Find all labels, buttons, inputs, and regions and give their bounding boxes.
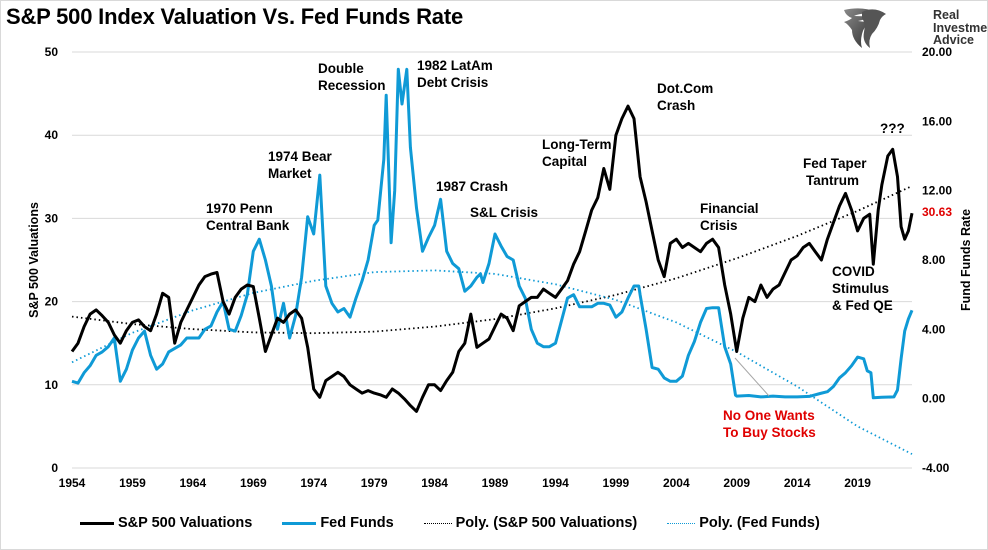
annotation-text: Dot.Com [657, 81, 713, 96]
y-tick-label: 50 [45, 45, 59, 59]
x-tick-label: 2009 [723, 476, 750, 490]
x-tick-label: 2019 [844, 476, 871, 490]
legend-swatch-dotted-blue [667, 522, 696, 524]
y2-tick-label: 0.00 [922, 392, 946, 406]
x-tick-label: 1964 [180, 476, 207, 490]
annotation-text: 1970 Penn [206, 201, 273, 216]
annotation-text: Financial [700, 201, 759, 216]
y2-tick-label: -4.00 [922, 461, 950, 475]
legend-swatch-solid-blue [282, 521, 317, 525]
annotation-text: 1974 Bear [268, 149, 333, 164]
eagle-icon [844, 8, 886, 48]
right-axis-ticks: -4.00 0.00 4.00 8.00 12.00 16.00 20.00 [922, 45, 952, 475]
series-poly-s-p-500-valuations [71, 185, 913, 335]
x-axis-ticks: 1954 1959 1964 1969 1974 1979 1984 1989 1994 1999… [59, 476, 872, 490]
annotation-text: Recession [318, 78, 386, 93]
brand-logo: Real Investment Advice [840, 4, 988, 50]
x-tick-label: 1999 [603, 476, 630, 490]
x-tick-label: 1954 [59, 476, 86, 490]
legend-item-poly-sp500[interactable]: Poly. (S&P 500 Valuations) [423, 515, 638, 531]
annotation-taper-tantrum: Fed Taper Tantrum [803, 156, 867, 188]
legend: S&P 500 Valuations Fed Funds Poly. (S&P … [80, 513, 850, 533]
x-tick-label: 1974 [300, 476, 327, 490]
y2-tick-label: 20.00 [922, 45, 952, 59]
annotation-sl-crisis: S&L Crisis [470, 205, 538, 220]
gridlines [72, 51, 912, 469]
x-tick-label: 1969 [240, 476, 267, 490]
annotation-penn-central: 1970 Penn Central Bank [206, 201, 290, 233]
series-s-p-500-valuations [70, 104, 914, 413]
annotation-1987-crash: 1987 Crash [436, 179, 508, 194]
x-tick-label: 1994 [542, 476, 569, 490]
series-fed-funds [71, 67, 914, 400]
x-tick-label: 1989 [482, 476, 509, 490]
legend-label: Fed Funds [320, 515, 394, 531]
left-axis-title: S&P 500 Valuations [27, 202, 41, 318]
y-tick-label: 40 [45, 128, 59, 142]
chart-title: S&P 500 Index Valuation Vs. Fed Funds Ra… [6, 4, 463, 29]
annotation-leader-line [734, 357, 770, 397]
annotation-financial-crisis: Financial Crisis [700, 201, 759, 233]
annotation-text: Debt Crisis [417, 75, 488, 90]
y-tick-label: 30 [45, 211, 59, 225]
annotation-text: Market [268, 166, 312, 181]
annotation-latam-debt: 1982 LatAm Debt Crisis [417, 58, 493, 90]
right-axis-title: Fund Funds Rate [959, 209, 973, 311]
annotation-text: No One Wants [723, 408, 815, 423]
y-tick-label: 20 [45, 295, 59, 309]
annotation-text: Stimulus [832, 281, 889, 296]
annotation-ltcm: Long-Term Capital [542, 137, 612, 169]
logo-text: Real Investment Advice [933, 9, 988, 47]
y-tick-label: 10 [45, 378, 59, 392]
logo-line-advice: Advice [933, 33, 974, 47]
annotation-question: ??? [880, 121, 905, 136]
annotation-text: S&L Crisis [470, 205, 538, 220]
annotation-text: Crisis [700, 218, 738, 233]
y2-tick-label: 4.00 [922, 322, 946, 336]
annotation-text: ??? [880, 121, 905, 136]
x-tick-label: 2014 [784, 476, 811, 490]
legend-swatch-dotted-black [423, 522, 452, 524]
annotation-covid: COVID Stimulus & Fed QE [832, 264, 893, 313]
annotation-text: & Fed QE [832, 298, 893, 313]
legend-label: Poly. (S&P 500 Valuations) [455, 515, 638, 531]
annotation-double-recession: Double Recession [318, 61, 386, 93]
last-value-label: 30.63 [922, 205, 952, 219]
annotation-text: Double [318, 61, 364, 76]
annotation-text: To Buy Stocks [723, 425, 816, 440]
legend-swatch-solid-black [80, 521, 114, 525]
annotation-text: COVID [832, 264, 875, 279]
legend-label: S&P 500 Valuations [118, 515, 253, 531]
logo-line-investment: Investment [933, 20, 988, 35]
annotation-1974-bear: 1974 Bear Market [268, 149, 333, 181]
y2-tick-label: 8.00 [922, 253, 946, 267]
annotation-text: Tantrum [806, 173, 859, 188]
annotation-text: Central Bank [206, 218, 290, 233]
legend-item-sp500[interactable]: S&P 500 Valuations [80, 515, 252, 531]
annotation-text: Fed Taper [803, 156, 867, 171]
legend-label: Poly. (Fed Funds) [699, 515, 820, 531]
legend-item-fed-funds[interactable]: Fed Funds [282, 515, 394, 531]
legend-item-poly-fed-funds[interactable]: Poly. (Fed Funds) [667, 515, 820, 531]
y2-tick-label: 16.00 [922, 114, 952, 128]
x-tick-label: 1979 [361, 476, 388, 490]
annotation-text: Long-Term [542, 137, 612, 152]
left-axis-ticks: 0 10 20 30 40 50 [45, 45, 59, 475]
x-tick-label: 1984 [421, 476, 448, 490]
annotation-text: 1987 Crash [436, 179, 508, 194]
y-tick-label: 0 [51, 461, 58, 475]
annotation-text: Capital [542, 154, 587, 169]
annotation-text: 1982 LatAm [417, 58, 493, 73]
x-tick-label: 1959 [119, 476, 146, 490]
y2-tick-label: 12.00 [922, 184, 952, 198]
x-tick-label: 2004 [663, 476, 690, 490]
series-group [70, 67, 914, 455]
logo-line-real: Real [933, 8, 960, 22]
annotation-text: Crash [657, 98, 695, 113]
annotation-dotcom: Dot.Com Crash [657, 81, 713, 113]
annotation-no-one-wants: No One Wants To Buy Stocks [723, 357, 816, 440]
